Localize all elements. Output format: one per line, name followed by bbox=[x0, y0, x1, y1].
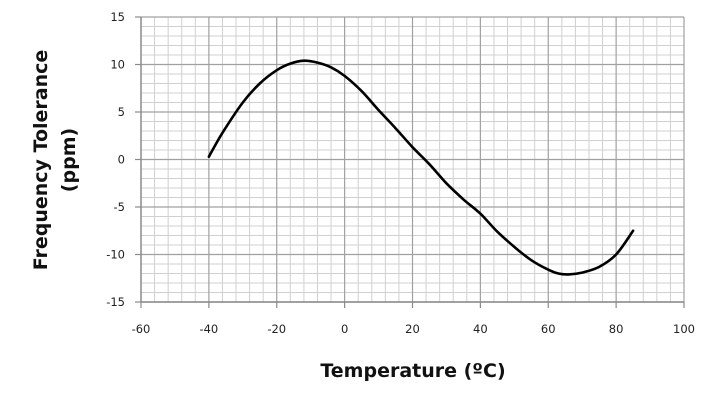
y-tick-label: -10 bbox=[106, 248, 125, 262]
x-tick-label: 0 bbox=[341, 322, 348, 336]
y-tick-label: 15 bbox=[110, 10, 125, 24]
frequency-tolerance-curve bbox=[207, 59, 635, 276]
x-axis-tick-labels: -60 -40 -20 0 20 40 60 80 100 bbox=[132, 322, 695, 336]
y-axis-title-line2: (ppm) bbox=[58, 128, 80, 192]
x-tick-label: 20 bbox=[405, 322, 420, 336]
x-axis-title: Temperature (ºC) bbox=[320, 360, 505, 382]
y-tick-label: 0 bbox=[118, 153, 125, 167]
x-tick-label: 40 bbox=[473, 322, 488, 336]
y-axis-title-line1: Frequency Tolerance bbox=[30, 50, 52, 271]
x-tick-label: -60 bbox=[132, 322, 151, 336]
y-axis-title: Frequency Tolerance (ppm) bbox=[30, 50, 80, 271]
x-tick-label: -40 bbox=[199, 322, 218, 336]
y-tick-label: -5 bbox=[114, 200, 125, 214]
y-tick-label: 5 bbox=[118, 105, 125, 119]
x-tick-label: 80 bbox=[609, 322, 624, 336]
y-tick-label: 10 bbox=[110, 58, 125, 72]
x-tick-label: -20 bbox=[267, 322, 286, 336]
x-tick-label: 100 bbox=[673, 322, 695, 336]
axes bbox=[135, 16, 685, 308]
y-axis-tick-labels: -15 -10 -5 0 5 10 15 bbox=[106, 10, 125, 309]
y-tick-label: -15 bbox=[106, 295, 125, 309]
x-tick-label: 60 bbox=[541, 322, 556, 336]
